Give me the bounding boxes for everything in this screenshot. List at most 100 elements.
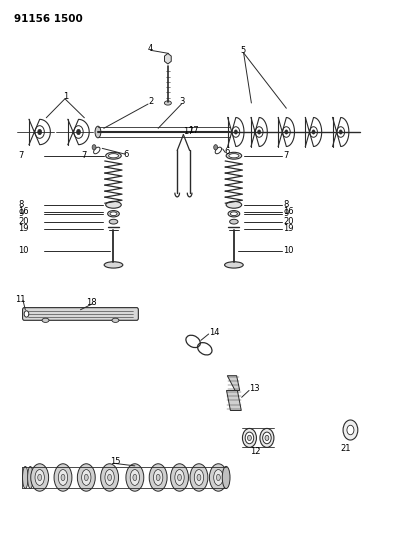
- Ellipse shape: [28, 466, 33, 489]
- Ellipse shape: [108, 154, 119, 158]
- Ellipse shape: [226, 201, 242, 208]
- Ellipse shape: [105, 470, 114, 486]
- Circle shape: [234, 130, 238, 134]
- Text: 91156 1500: 91156 1500: [15, 14, 83, 23]
- Text: 11: 11: [15, 295, 26, 304]
- Ellipse shape: [178, 474, 182, 481]
- Ellipse shape: [214, 470, 223, 486]
- Ellipse shape: [112, 318, 119, 322]
- Ellipse shape: [106, 152, 121, 159]
- Ellipse shape: [100, 464, 119, 491]
- Text: 19: 19: [283, 224, 294, 233]
- Circle shape: [258, 130, 261, 134]
- Text: 8: 8: [283, 200, 289, 209]
- Ellipse shape: [77, 464, 95, 491]
- Ellipse shape: [164, 101, 171, 105]
- Circle shape: [92, 144, 96, 150]
- Ellipse shape: [35, 470, 45, 486]
- Ellipse shape: [104, 262, 123, 268]
- Text: 6: 6: [123, 150, 128, 159]
- Ellipse shape: [84, 474, 88, 481]
- Text: 16: 16: [283, 207, 294, 216]
- Ellipse shape: [175, 470, 184, 486]
- Text: 7: 7: [81, 151, 86, 160]
- Ellipse shape: [133, 474, 137, 481]
- Text: 1: 1: [63, 92, 68, 101]
- Ellipse shape: [245, 432, 254, 443]
- Ellipse shape: [95, 126, 101, 138]
- Text: 2: 2: [149, 98, 154, 107]
- Circle shape: [339, 130, 342, 134]
- Ellipse shape: [242, 429, 256, 447]
- Ellipse shape: [154, 470, 163, 486]
- Ellipse shape: [197, 474, 201, 481]
- Polygon shape: [227, 391, 241, 410]
- Ellipse shape: [347, 425, 354, 435]
- Ellipse shape: [108, 474, 112, 481]
- Ellipse shape: [38, 474, 42, 481]
- Text: 10: 10: [283, 246, 294, 255]
- Ellipse shape: [228, 211, 240, 217]
- Ellipse shape: [265, 435, 269, 441]
- Ellipse shape: [33, 466, 38, 489]
- Ellipse shape: [22, 466, 28, 489]
- Ellipse shape: [110, 212, 117, 216]
- Text: 16: 16: [18, 207, 29, 216]
- Text: 17: 17: [183, 127, 194, 136]
- Ellipse shape: [156, 474, 160, 481]
- Circle shape: [312, 130, 315, 134]
- Circle shape: [24, 311, 29, 317]
- Text: 9: 9: [18, 209, 24, 218]
- Text: 4: 4: [147, 44, 152, 53]
- Text: 5: 5: [240, 46, 246, 55]
- Text: 17: 17: [188, 126, 199, 135]
- Ellipse shape: [230, 212, 238, 216]
- Ellipse shape: [31, 464, 48, 491]
- Ellipse shape: [225, 262, 243, 268]
- Ellipse shape: [210, 464, 227, 491]
- Text: 20: 20: [18, 217, 29, 226]
- Ellipse shape: [149, 464, 167, 491]
- Ellipse shape: [130, 470, 139, 486]
- Text: 9: 9: [283, 209, 288, 218]
- Ellipse shape: [229, 154, 239, 158]
- Text: 21: 21: [340, 444, 351, 453]
- Ellipse shape: [247, 435, 251, 441]
- Text: 20: 20: [283, 217, 294, 226]
- Circle shape: [76, 130, 80, 135]
- Polygon shape: [227, 376, 240, 391]
- Ellipse shape: [54, 464, 72, 491]
- Circle shape: [38, 130, 42, 135]
- Text: 19: 19: [18, 224, 29, 233]
- Ellipse shape: [190, 464, 208, 491]
- Circle shape: [214, 144, 217, 150]
- Ellipse shape: [216, 474, 220, 481]
- Ellipse shape: [58, 470, 68, 486]
- Ellipse shape: [263, 432, 271, 443]
- Text: 6: 6: [224, 147, 230, 156]
- Text: 18: 18: [86, 298, 97, 307]
- Text: 15: 15: [110, 457, 120, 466]
- Ellipse shape: [230, 219, 238, 224]
- Text: 12: 12: [250, 447, 260, 456]
- Ellipse shape: [106, 201, 121, 208]
- Polygon shape: [165, 53, 171, 64]
- Ellipse shape: [42, 318, 49, 322]
- Ellipse shape: [61, 474, 65, 481]
- Ellipse shape: [126, 464, 144, 491]
- Ellipse shape: [194, 470, 204, 486]
- Text: 3: 3: [180, 98, 185, 107]
- Text: 8: 8: [18, 200, 24, 209]
- Ellipse shape: [82, 470, 91, 486]
- Ellipse shape: [343, 420, 358, 440]
- Ellipse shape: [226, 152, 242, 159]
- Ellipse shape: [109, 219, 118, 224]
- Ellipse shape: [222, 466, 230, 489]
- Ellipse shape: [171, 464, 188, 491]
- Text: 7: 7: [283, 151, 289, 160]
- Circle shape: [285, 130, 288, 134]
- Text: 7: 7: [18, 151, 24, 160]
- Ellipse shape: [108, 211, 119, 217]
- Text: 13: 13: [249, 384, 260, 393]
- Ellipse shape: [260, 429, 274, 447]
